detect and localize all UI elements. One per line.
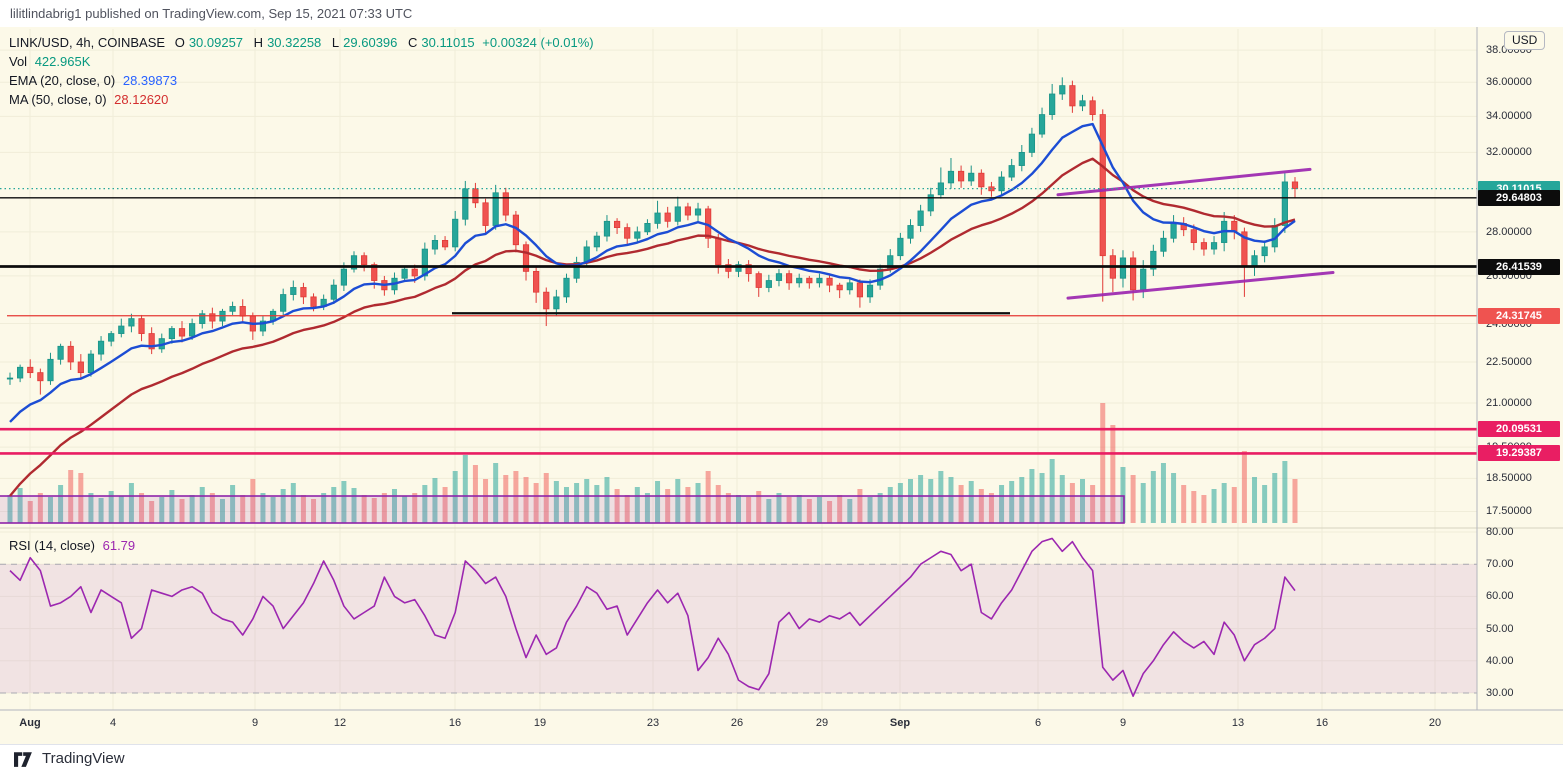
rsi-tick-label: 40.00 [1486, 654, 1514, 667]
ema20-line [9, 122, 1296, 423]
time-tick-label: 23 [646, 717, 660, 729]
rsi-tick-label: 50.00 [1486, 622, 1514, 635]
price-label-chip: 19.29387 [1478, 445, 1560, 462]
legend-rsi-row[interactable]: RSI (14, close) 61.79 [9, 538, 135, 553]
time-tick-label: 19 [533, 717, 547, 729]
time-tick-label: 26 [730, 717, 744, 729]
rsi-tick-label: 60.00 [1486, 590, 1514, 603]
price-label-chip: 24.31745 [1478, 307, 1560, 324]
low-value: 29.60396 [343, 35, 398, 50]
high-label: H [253, 35, 264, 50]
price-tick-label: 17.50000 [1486, 505, 1532, 518]
time-tick-label: 9 [1119, 717, 1127, 729]
time-tick-label: 13 [1231, 717, 1245, 729]
low-label: L [331, 35, 340, 50]
vol-label: Vol [9, 54, 28, 69]
open-value: 30.09257 [188, 35, 244, 50]
ma-label: MA (50, close, 0) [9, 92, 107, 107]
price-tick-label: 21.00000 [1486, 397, 1532, 409]
open-label: O [174, 35, 185, 50]
currency-label: USD [1512, 33, 1538, 47]
rsi-line [9, 537, 1296, 698]
time-tick-label: 12 [333, 717, 347, 729]
close-value: 30.11015 [421, 35, 475, 50]
price-label-chip: 29.64803 [1478, 189, 1560, 206]
time-tick-label: 16 [1315, 717, 1329, 729]
rsi-label: RSI (14, close) [9, 538, 95, 553]
time-tick-label: Sep [889, 717, 911, 729]
tradingview-logo-icon[interactable] [14, 751, 36, 769]
rsi-tick-label: 30.00 [1486, 687, 1514, 699]
time-tick-label: 29 [815, 717, 829, 729]
price-tick-label: 22.50000 [1486, 355, 1532, 368]
change-value: +0.00324 (+0.01%) [482, 35, 594, 50]
chart-area[interactable]: LINK/USD, 4h, COINBASE O 30.09257 H 30.322… [0, 27, 1563, 745]
legend-symbol-row[interactable]: LINK/USD, 4h, COINBASE O 30.09257 H 30.322… [9, 33, 594, 52]
vol-value: 422.965K [34, 54, 91, 69]
rsi-tick-label: 70.00 [1486, 558, 1514, 571]
publisher-bar: lilitlindabrig1 published on TradingView… [0, 0, 1563, 27]
price-tick-label: 32.00000 [1486, 146, 1532, 159]
legend-ma-row[interactable]: MA (50, close, 0) 28.12620 [9, 90, 594, 109]
time-tick-label: 9 [251, 717, 259, 729]
high-value: 30.32258 [267, 35, 322, 50]
ema-label: EMA (20, close, 0) [9, 73, 116, 88]
volume-layer [0, 403, 1298, 524]
ma50-line [9, 157, 1296, 497]
time-tick-label: 20 [1428, 717, 1442, 729]
legend-ema-row[interactable]: EMA (20, close, 0) 28.39873 [9, 71, 594, 90]
time-tick-label: Aug [19, 717, 41, 729]
rsi-tick-label: 80.00 [1486, 526, 1514, 538]
publisher-text: lilitlindabrig1 published on TradingView… [10, 6, 413, 21]
separators-layer [0, 27, 1563, 745]
grid-layer [0, 29, 1477, 710]
price-label-chip: 26.41539 [1478, 258, 1560, 275]
rsi-value: 61.79 [102, 538, 136, 553]
rsi-pane [0, 537, 1477, 698]
price-tick-label: 34.00000 [1486, 110, 1532, 123]
legend: LINK/USD, 4h, COINBASE O 30.09257 H 30.322… [9, 33, 594, 109]
legend-volume-row[interactable]: Vol 422.965K [9, 52, 594, 71]
overlays-layer [9, 122, 1296, 497]
time-tick-label: 4 [109, 717, 117, 729]
trend-lower-line [1066, 271, 1335, 300]
currency-badge[interactable]: USD [1504, 31, 1546, 50]
trend-upper-line [1056, 167, 1312, 197]
price-label-chip: 20.09531 [1478, 421, 1560, 438]
volume-range-box [0, 495, 1125, 524]
tradingview-brand[interactable]: TradingView [42, 750, 125, 767]
ema-value: 28.39873 [122, 73, 178, 88]
price-tick-label: 18.50000 [1486, 472, 1532, 485]
symbol-title: LINK/USD, 4h, COINBASE [9, 35, 166, 50]
footer: TradingView [0, 745, 1563, 775]
price-tick-label: 36.00000 [1486, 76, 1532, 89]
time-tick-label: 16 [448, 717, 462, 729]
close-label: C [408, 35, 418, 50]
ma-value: 28.12620 [114, 92, 169, 107]
chart-canvas[interactable] [0, 27, 1563, 745]
time-tick-label: 6 [1034, 717, 1042, 729]
price-tick-label: 28.00000 [1486, 225, 1532, 238]
drawings-layer [0, 167, 1477, 455]
